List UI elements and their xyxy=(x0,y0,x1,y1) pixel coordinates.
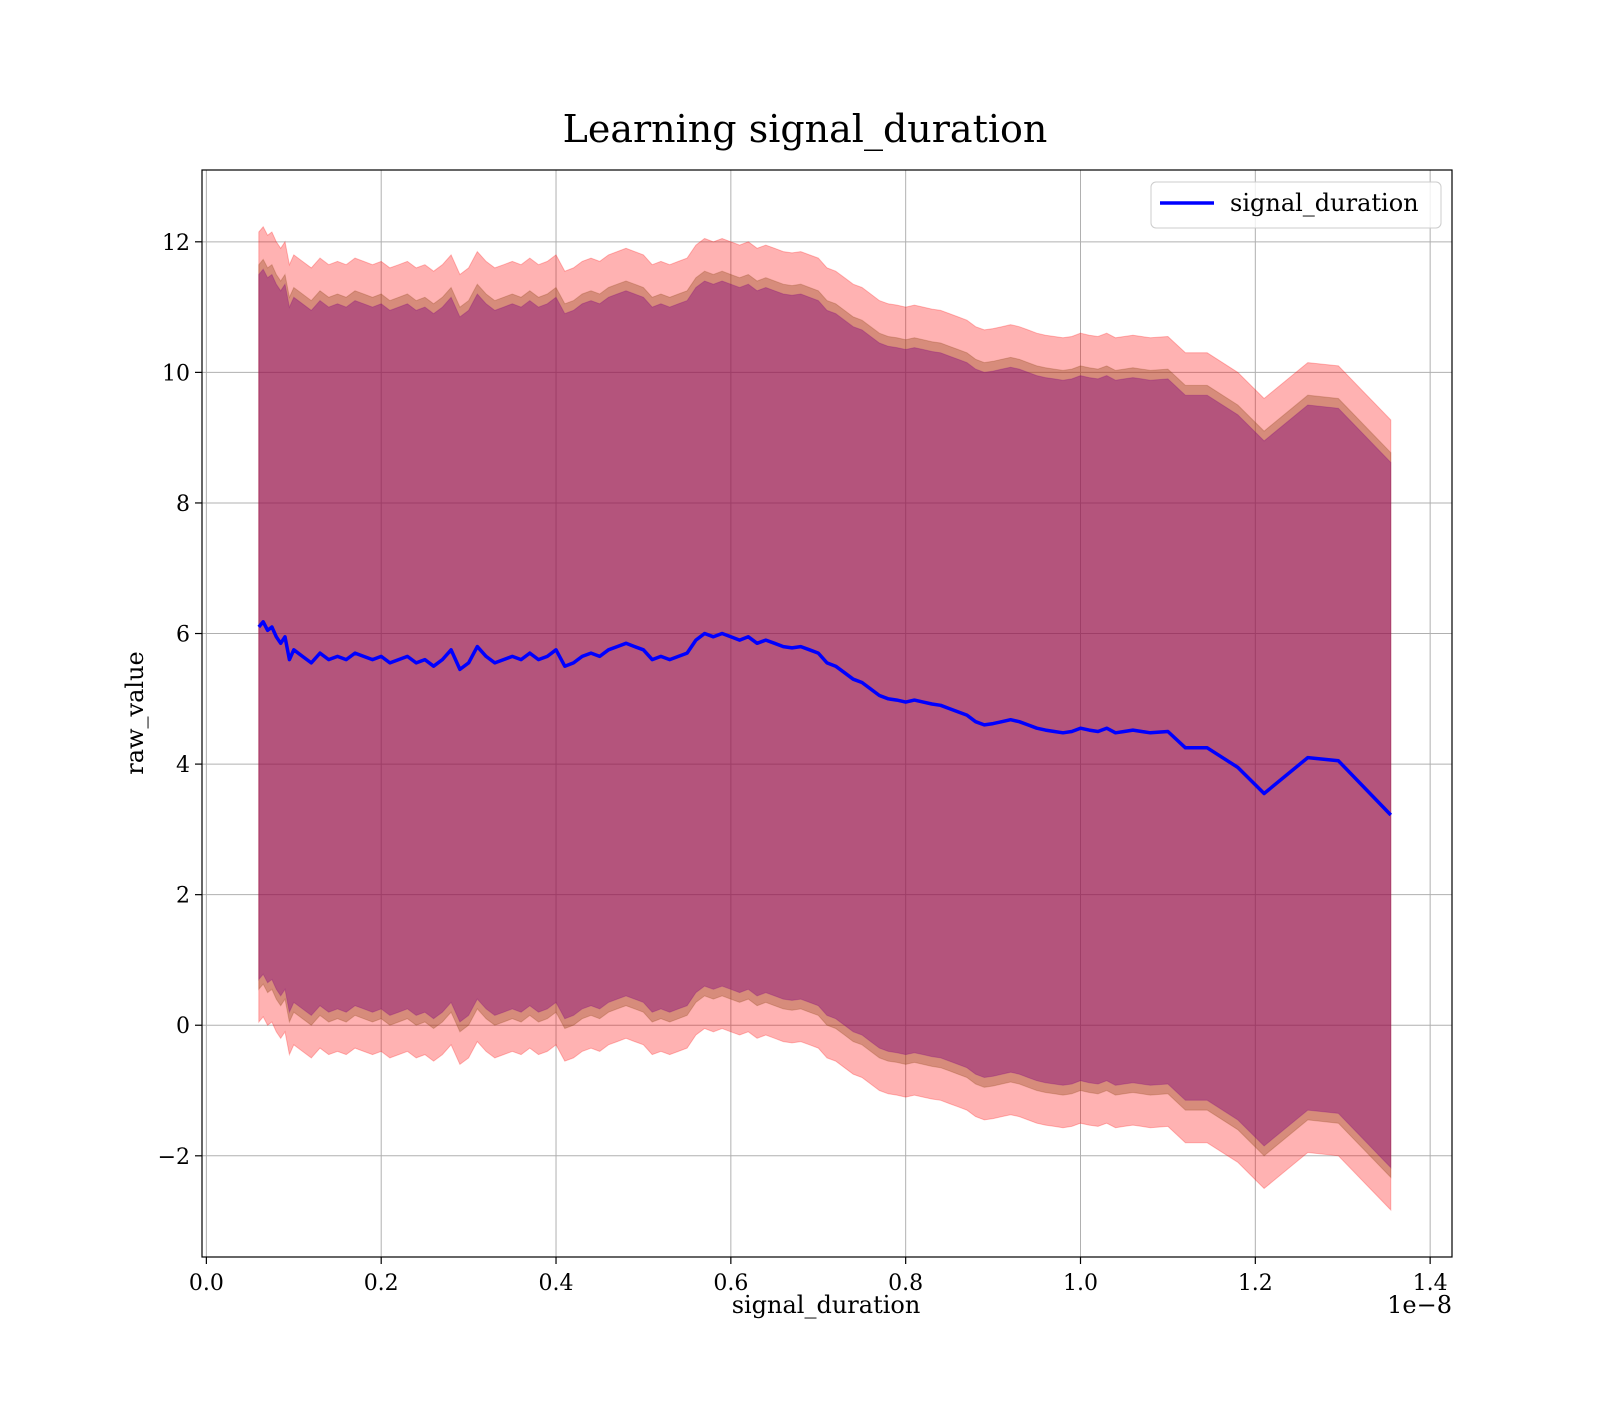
legend-box xyxy=(1150,181,1442,229)
y-axis-ticks: −2 0 2 4 6 8 10 12 xyxy=(158,231,202,1170)
x-axis-offset-label: 1e−8 xyxy=(1387,1291,1452,1319)
y-tick-label: 12 xyxy=(162,231,190,256)
x-tick-label: 0.8 xyxy=(888,1271,923,1296)
legend-entry-label: signal_duration xyxy=(1230,189,1419,217)
grid xyxy=(202,170,1452,1257)
x-tick-label: 0.2 xyxy=(364,1271,399,1296)
legend: signal_duration xyxy=(1150,181,1442,229)
confidence-band xyxy=(258,268,1392,1169)
y-axis-label: raw_value xyxy=(121,651,149,775)
confidence-band xyxy=(258,258,1392,1179)
x-tick-label: 0.0 xyxy=(189,1271,224,1296)
y-tick-label: 0 xyxy=(176,1014,190,1039)
x-tick-label: 0.6 xyxy=(713,1271,748,1296)
y-tick-label: 6 xyxy=(176,623,190,648)
y-tick-label: 2 xyxy=(176,884,190,909)
y-tick-label: −2 xyxy=(158,1145,190,1170)
x-tick-label: 1.4 xyxy=(1413,1271,1448,1296)
x-tick-label: 1.0 xyxy=(1063,1271,1098,1296)
x-tick-label: 0.4 xyxy=(539,1271,574,1296)
series-line-signal-duration xyxy=(257,620,1393,817)
x-axis-label: signal_duration xyxy=(732,1291,921,1319)
chart-title: Learning signal_duration xyxy=(563,107,1048,152)
series-lines xyxy=(257,620,1393,817)
confidence-bands xyxy=(258,225,1392,1212)
x-axis-ticks: 0.0 0.2 0.4 0.6 0.8 1.0 1.2 1.4 xyxy=(189,1257,1448,1296)
y-tick-label: 8 xyxy=(176,492,190,517)
x-tick-label: 1.2 xyxy=(1238,1271,1273,1296)
y-tick-label: 4 xyxy=(176,753,190,778)
confidence-band xyxy=(258,225,1392,1212)
y-tick-label: 10 xyxy=(162,361,190,386)
plot-frame xyxy=(201,169,1453,1258)
